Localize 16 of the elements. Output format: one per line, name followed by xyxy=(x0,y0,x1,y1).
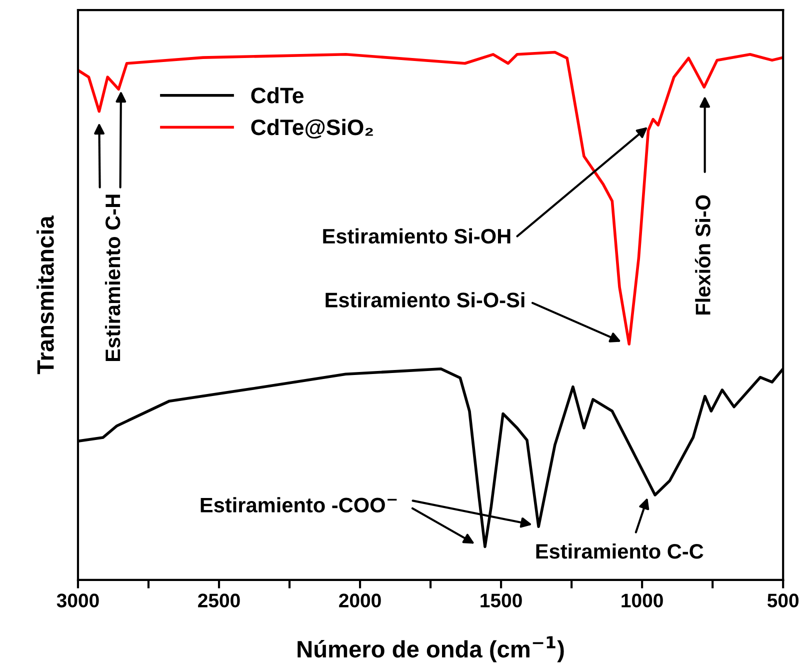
x-tick-label: 500 xyxy=(767,594,799,608)
x-tick-label: 2000 xyxy=(339,594,381,608)
annotation: Estiramiento -COO$^{−}$ xyxy=(200,497,397,512)
x-tick-label: 1500 xyxy=(480,594,522,608)
legend-label: CdTe@SiO₂ xyxy=(251,118,373,139)
x-axis-title: Número de onda (cm$^{−1}$) xyxy=(298,636,564,662)
annotation: Estiramiento C-H xyxy=(104,194,120,362)
x-tick-label: 3000 xyxy=(56,594,99,608)
x-tick-label: 1000 xyxy=(622,594,663,608)
legend-label: CdTe xyxy=(251,87,304,104)
annotation: Estiramiento Si-O-Si xyxy=(326,292,524,308)
y-axis-title: Transmitancia xyxy=(36,215,54,374)
annotation: Estiramiento C-C xyxy=(536,543,704,559)
x-tick-label: 2500 xyxy=(198,594,240,608)
annotation: Flexión Si-O xyxy=(694,195,710,314)
annotation: Estiramiento Si-OH xyxy=(323,228,510,244)
